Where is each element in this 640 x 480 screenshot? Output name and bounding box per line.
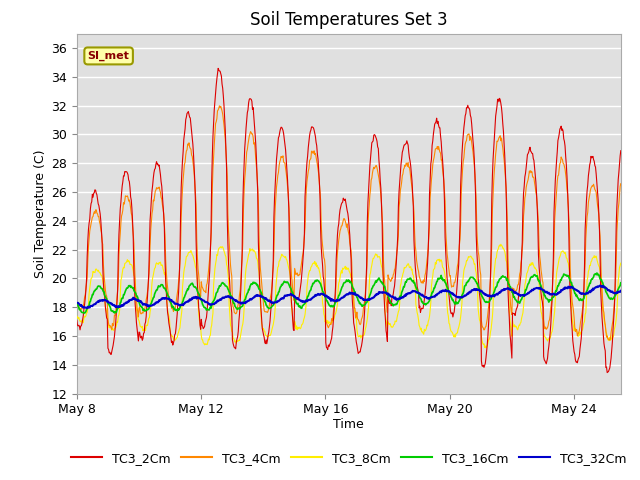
Title: Soil Temperatures Set 3: Soil Temperatures Set 3 [250,11,447,29]
Y-axis label: Soil Temperature (C): Soil Temperature (C) [34,149,47,278]
Text: SI_met: SI_met [88,51,129,61]
X-axis label: Time: Time [333,418,364,431]
Legend: TC3_2Cm, TC3_4Cm, TC3_8Cm, TC3_16Cm, TC3_32Cm: TC3_2Cm, TC3_4Cm, TC3_8Cm, TC3_16Cm, TC3… [66,447,632,469]
